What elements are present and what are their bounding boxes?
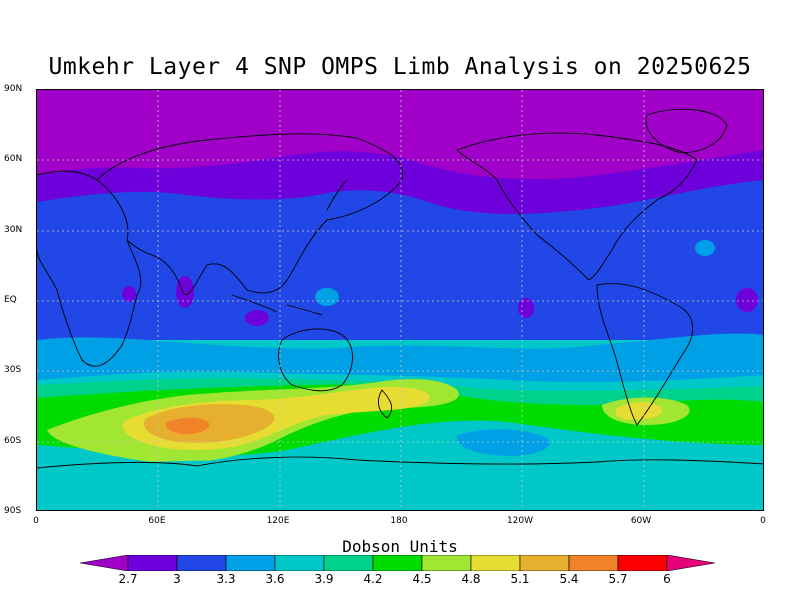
graticule xyxy=(37,90,763,510)
colorbar-segment xyxy=(470,555,521,571)
colorbar-segment xyxy=(127,555,178,571)
coast-south-america xyxy=(596,283,694,426)
colorbar-tick-label: 2.7 xyxy=(118,572,138,586)
colorbar-tick-label: 5.4 xyxy=(559,572,579,586)
colorbar-tick-label: 3.3 xyxy=(216,572,236,586)
ozone-field-map xyxy=(37,90,763,510)
coast-north-america xyxy=(456,132,698,281)
blob-purple-atlantic xyxy=(736,288,758,312)
coast-antarctica xyxy=(37,456,763,469)
blob-purple-indonesia xyxy=(245,310,269,326)
colorbar xyxy=(80,555,716,571)
colorbar-segment xyxy=(372,555,423,571)
colorbar-segment xyxy=(225,555,276,571)
region-orange xyxy=(165,417,210,435)
coast-new-zealand xyxy=(377,389,393,419)
band-antarctic-teal xyxy=(37,459,763,510)
coastlines xyxy=(37,108,763,469)
coast-africa xyxy=(37,170,142,367)
blob-purple-pacific xyxy=(518,298,534,318)
colorbar-tick-label: 5.7 xyxy=(608,572,628,586)
blob-lightblue-pacific-n xyxy=(695,240,715,256)
colorbar-tick-label: 4.2 xyxy=(363,572,383,586)
lon-label-60e: 60E xyxy=(148,516,166,526)
colorbar-segment xyxy=(421,555,472,571)
lat-label-90s: 90S xyxy=(4,506,22,516)
blob-purple-arabia xyxy=(122,286,136,302)
colorbar-segment xyxy=(568,555,619,571)
coast-indonesia xyxy=(231,294,323,316)
region-orange-light xyxy=(143,404,275,443)
lon-label-120e: 120E xyxy=(266,516,290,526)
lon-label-0-left: 0 xyxy=(33,516,39,526)
coast-greenland xyxy=(645,108,728,153)
lat-label-30s: 30S xyxy=(4,365,22,375)
colorbar-segment xyxy=(274,555,325,571)
colorbar-tick-label: 3.6 xyxy=(265,572,285,586)
lon-label-0-right: 0 xyxy=(760,516,766,526)
colorbar-arrow-high xyxy=(666,555,716,571)
band-arctic-violet xyxy=(37,90,763,180)
map-title: Umkehr Layer 4 SNP OMPS Limb Analysis on… xyxy=(48,54,752,80)
colorbar-title: Dobson Units xyxy=(342,537,458,556)
lat-label-eq: EQ xyxy=(4,295,17,305)
colorbar-tick-label: 3 xyxy=(173,572,181,586)
colorbar-segment xyxy=(519,555,570,571)
blob-lightblue-wpac xyxy=(315,288,339,306)
map-plot-area xyxy=(36,89,764,511)
colorbar-tick-label: 6 xyxy=(663,572,671,586)
contour-fill xyxy=(37,90,763,510)
colorbar-tick-label: 4.8 xyxy=(461,572,481,586)
lat-label-30n: 30N xyxy=(4,225,23,235)
colorbar-arrow-low xyxy=(80,555,129,571)
colorbar-tick-label: 5.1 xyxy=(510,572,530,586)
colorbar-segment xyxy=(176,555,227,571)
lat-label-60s: 60S xyxy=(4,436,22,446)
band-southern-light-blue xyxy=(37,333,763,383)
region-yellow-sa xyxy=(615,402,663,420)
coast-japan xyxy=(326,179,348,211)
region-light-blue-south-pacific xyxy=(456,429,550,456)
lat-label-60n: 60N xyxy=(4,154,23,164)
colorbar-segment xyxy=(323,555,374,571)
coast-australia xyxy=(278,328,353,392)
lat-label-90n: 90N xyxy=(4,84,23,94)
lon-label-60w: 60W xyxy=(630,516,652,526)
colorbar-tick-label: 4.5 xyxy=(412,572,432,586)
lon-label-120w: 120W xyxy=(506,516,534,526)
coast-eurasia xyxy=(96,133,404,295)
colorbar-segment xyxy=(617,555,668,571)
lon-label-180: 180 xyxy=(390,516,408,526)
colorbar-tick-label: 3.9 xyxy=(314,572,334,586)
blob-purple-india xyxy=(176,276,194,308)
